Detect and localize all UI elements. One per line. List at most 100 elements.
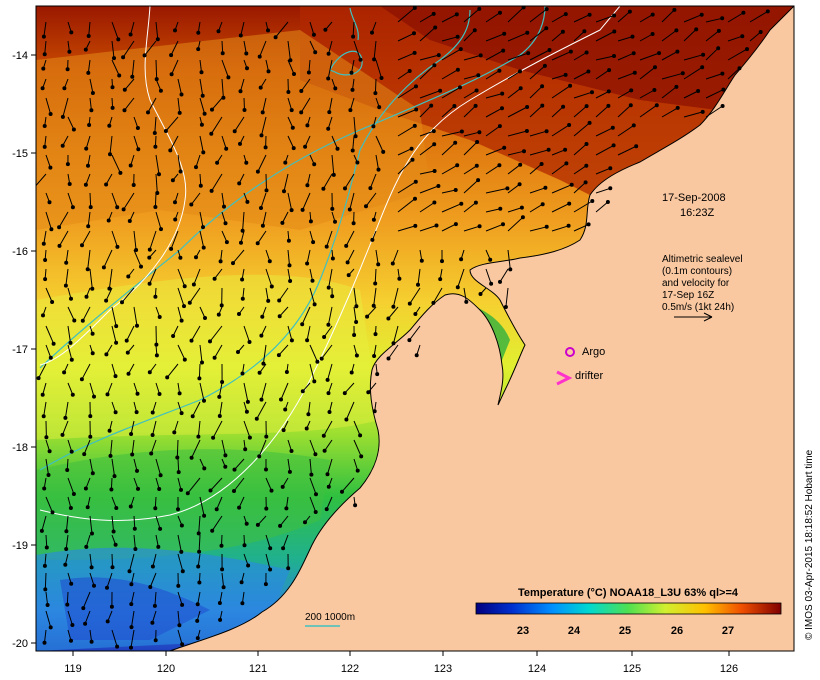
velocity-vector-head [299,110,304,115]
velocity-vector-head [358,433,363,438]
velocity-vector-head [88,414,93,419]
velocity-vector [529,27,547,42]
velocity-vector-head [407,338,412,343]
velocity-vector-head [124,338,129,343]
velocity-vector-head [312,162,317,167]
velocity-vector-head [587,12,592,17]
velocity-vector [189,287,201,303]
velocity-vector-head [220,51,225,56]
velocity-vector-head [680,71,685,76]
velocity-vector-head [226,75,231,80]
velocity-vector [130,21,135,35]
velocity-vector-head [182,357,187,362]
velocity-vector-head [82,452,87,457]
velocity-vector-head [375,372,380,377]
velocity-vector-head [195,618,200,623]
velocity-vector-head [41,66,46,71]
velocity-vector-head [68,340,73,345]
velocity-vector [106,572,113,588]
velocity-vector [485,125,501,137]
velocity-vector [212,420,223,439]
velocity-vector-head [60,114,65,119]
velocity-vector-head [202,513,207,518]
velocity-vector [529,203,543,213]
velocity-vector-head [606,103,611,108]
velocity-vector [595,201,609,213]
velocity-vector [44,629,47,643]
velocity-vector-head [358,57,363,62]
velocity-vector-head [459,201,464,206]
velocity-vector [727,67,740,80]
velocity-vector [351,59,355,73]
velocity-vector-head [277,314,282,319]
velocity-vector-head [237,181,242,186]
velocity-vector-head [370,237,375,242]
colorbar-gradient [475,602,782,615]
velocity-vector [327,116,333,129]
velocity-vector-head [741,10,746,15]
velocity-vector-head [407,301,412,306]
velocity-vector-head [163,129,168,133]
velocity-vector-head [41,313,45,318]
velocity-vector [485,208,501,213]
velocity-vector-head [116,37,121,42]
velocity-vector-head [42,144,47,149]
velocity-vector-head [349,370,354,375]
scale-arrow-head [703,312,713,322]
lon-tick-label: 119 [64,663,82,675]
velocity-vector-head [41,34,46,39]
velocity-vector [107,382,113,395]
velocity-vector-head [675,49,680,54]
velocity-vector [499,268,509,283]
velocity-vector [365,192,377,207]
velocity-vector-head [110,105,115,110]
velocity-vector-head [737,66,742,71]
velocity-vector-head [177,391,182,396]
lon-tick-label: 125 [623,663,641,675]
velocity-vector [331,135,338,149]
velocity-vector [661,86,677,99]
velocity-vector-head [459,257,464,262]
velocity-vector-head [260,223,265,228]
velocity-vector [111,515,115,532]
velocity-vector-head [342,391,347,396]
velocity-vector-head [70,392,75,397]
velocity-vector-head [129,602,134,607]
velocity-vector [64,401,69,418]
velocity-vector [573,122,590,137]
velocity-vector-head [133,547,138,551]
velocity-vector-head [113,374,118,379]
velocity-vector-head [89,639,94,644]
velocity-vector-head [88,434,93,439]
velocity-vector [529,85,543,99]
velocity-vector-head [379,76,384,80]
velocity-vector-head [245,199,250,204]
velocity-vector [155,59,158,80]
velocity-vector [683,54,704,61]
velocity-vector-head [582,29,587,34]
velocity-vector-head [259,206,263,210]
velocity-vector [257,154,267,172]
velocity-vector [105,173,113,185]
velocity-vector [191,439,201,459]
velocity-vector-head [217,601,222,605]
velocity-vector-head [372,354,377,358]
velocity-vector [463,131,480,137]
velocity-vector [397,198,416,213]
velocity-vector [58,211,69,228]
velocity-vector-head [202,111,207,116]
velocity-vector-head [65,67,70,72]
velocity-vector-head [157,392,162,396]
velocity-vector [170,230,179,250]
velocity-vector-head [348,108,353,113]
velocity-vector [133,249,142,267]
velocity-vector [89,572,95,586]
velocity-vector-head [194,255,198,260]
velocity-vector [595,187,611,194]
colorbar-tick-label: 24 [568,625,581,637]
velocity-vector [328,40,333,54]
velocity-vector [507,52,529,61]
velocity-vector [507,7,524,23]
velocity-vector-head [412,50,417,55]
